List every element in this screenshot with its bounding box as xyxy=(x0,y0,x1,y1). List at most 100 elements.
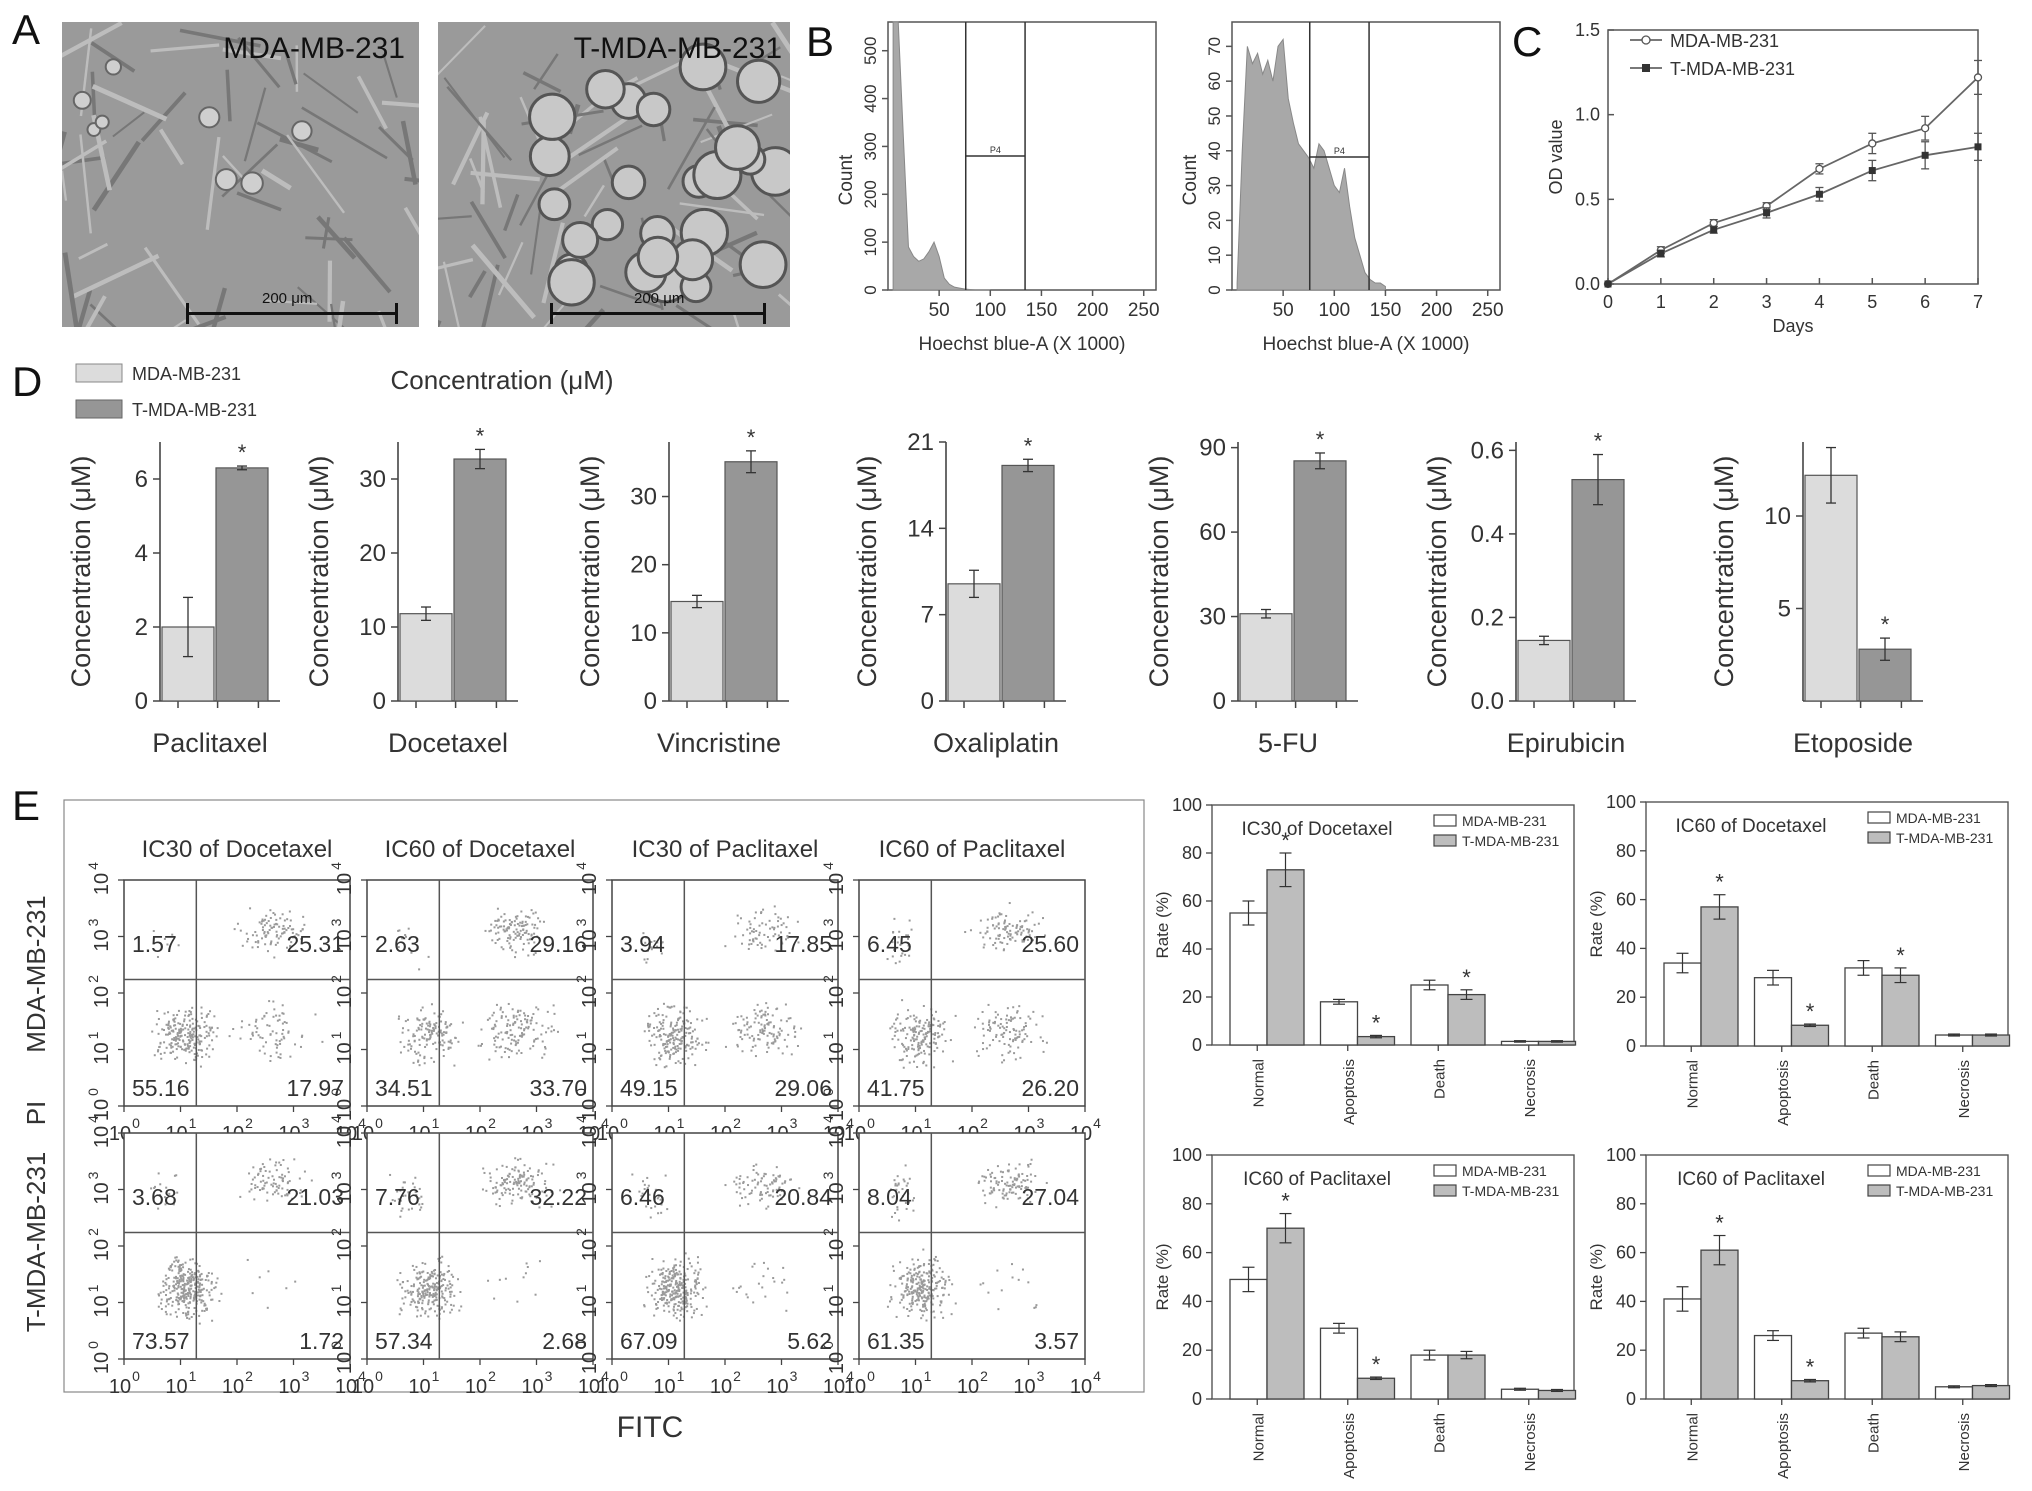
y-axis-label: Concentration (μM) xyxy=(852,456,882,688)
event-dot xyxy=(408,1043,411,1046)
event-dot xyxy=(918,1294,921,1297)
rate-bar xyxy=(1790,1380,1830,1400)
event-dot xyxy=(397,1017,400,1020)
event-dot xyxy=(648,1275,651,1278)
event-dot xyxy=(193,1296,196,1299)
event-dot xyxy=(164,1196,167,1199)
event-dot xyxy=(200,1006,203,1009)
event-dot xyxy=(897,1191,900,1194)
event-dot xyxy=(439,1256,442,1259)
event-dot xyxy=(428,1020,431,1023)
event-dot xyxy=(1007,1051,1010,1054)
y-tick-label: 40 xyxy=(1205,141,1224,160)
event-dot xyxy=(917,1281,920,1284)
event-dot xyxy=(907,1201,910,1204)
event-dot xyxy=(198,1298,201,1301)
cell-streak xyxy=(583,184,605,218)
event-dot xyxy=(278,1161,281,1164)
event-dot xyxy=(899,1277,902,1280)
event-dot xyxy=(653,1282,656,1285)
event-dot xyxy=(1014,1186,1017,1189)
event-dot xyxy=(941,1033,944,1036)
event-dot xyxy=(786,916,789,919)
event-dot xyxy=(189,1011,192,1014)
event-dot xyxy=(777,934,780,937)
round-cell xyxy=(537,187,572,222)
event-dot xyxy=(410,1292,413,1295)
event-dot xyxy=(275,1051,278,1054)
event-dot xyxy=(407,1043,410,1046)
event-dot xyxy=(213,1015,216,1018)
event-dot xyxy=(1027,914,1030,917)
event-dot xyxy=(495,1203,498,1206)
event-dot xyxy=(900,954,903,957)
event-dot xyxy=(740,1015,743,1018)
scatter-frame xyxy=(123,1132,351,1360)
event-dot xyxy=(668,1033,671,1036)
event-dot xyxy=(281,1032,284,1035)
x-axis-label: Days xyxy=(1772,316,1813,336)
event-dot xyxy=(675,1295,678,1298)
category-label: Necrosis xyxy=(1522,1413,1539,1471)
event-dot xyxy=(653,1058,656,1061)
event-dot xyxy=(1026,1035,1029,1038)
rate-bar xyxy=(1753,1334,1793,1400)
event-dot xyxy=(1021,940,1024,943)
event-dot xyxy=(672,1270,675,1273)
event-dot xyxy=(428,1308,431,1311)
pi-axis-label: PI xyxy=(21,1101,51,1126)
event-dot xyxy=(944,1281,947,1284)
event-dot xyxy=(886,1305,889,1308)
event-dot xyxy=(934,1032,937,1035)
event-dot xyxy=(191,1006,194,1009)
event-dot xyxy=(664,1045,667,1048)
event-dot xyxy=(660,1294,663,1297)
event-dot xyxy=(1028,934,1031,937)
y-tick-exponent: 0 xyxy=(820,1088,836,1096)
event-dot xyxy=(658,1051,661,1054)
event-dot xyxy=(755,929,758,932)
scatter-plot-r1-c3: 3.9417.8549.1529.06100100101101102102103… xyxy=(573,862,854,1145)
event-dot xyxy=(674,1036,677,1039)
cell-streak xyxy=(469,200,507,260)
data-point xyxy=(1604,280,1612,288)
event-dot xyxy=(651,1282,654,1285)
event-dot xyxy=(445,1026,448,1029)
event-dot xyxy=(165,1023,168,1026)
event-dot xyxy=(531,1200,534,1203)
event-dot xyxy=(1041,1015,1044,1018)
event-dot xyxy=(912,1027,915,1030)
event-dot xyxy=(647,1291,650,1294)
event-dot xyxy=(205,1030,208,1033)
event-dot xyxy=(179,1022,182,1025)
event-dot xyxy=(503,1187,506,1190)
event-dot xyxy=(289,925,292,928)
cell-streak xyxy=(237,36,281,89)
event-dot xyxy=(1005,1029,1008,1032)
event-dot xyxy=(518,1182,521,1185)
event-dot xyxy=(451,1284,454,1287)
event-dot xyxy=(671,1290,674,1293)
event-dot xyxy=(174,1027,177,1030)
event-dot xyxy=(689,1297,692,1300)
event-dot xyxy=(1017,1046,1020,1049)
event-dot xyxy=(177,1009,180,1012)
event-dot xyxy=(1014,939,1017,942)
event-dot xyxy=(780,1189,783,1192)
event-dot xyxy=(997,1308,1000,1311)
event-dot xyxy=(180,1288,183,1291)
cell-streak xyxy=(381,100,419,108)
cell-streak xyxy=(265,299,318,305)
event-dot xyxy=(995,1033,998,1036)
y-tick-exponent: 0 xyxy=(573,1341,589,1349)
event-dot xyxy=(673,1005,676,1008)
event-dot xyxy=(169,1313,172,1316)
event-dot xyxy=(437,1034,440,1037)
event-dot xyxy=(668,1285,671,1288)
event-dot xyxy=(679,1016,682,1019)
event-dot xyxy=(541,1040,544,1043)
scale-label-1: 200 μm xyxy=(262,290,313,307)
event-dot xyxy=(184,1312,187,1315)
